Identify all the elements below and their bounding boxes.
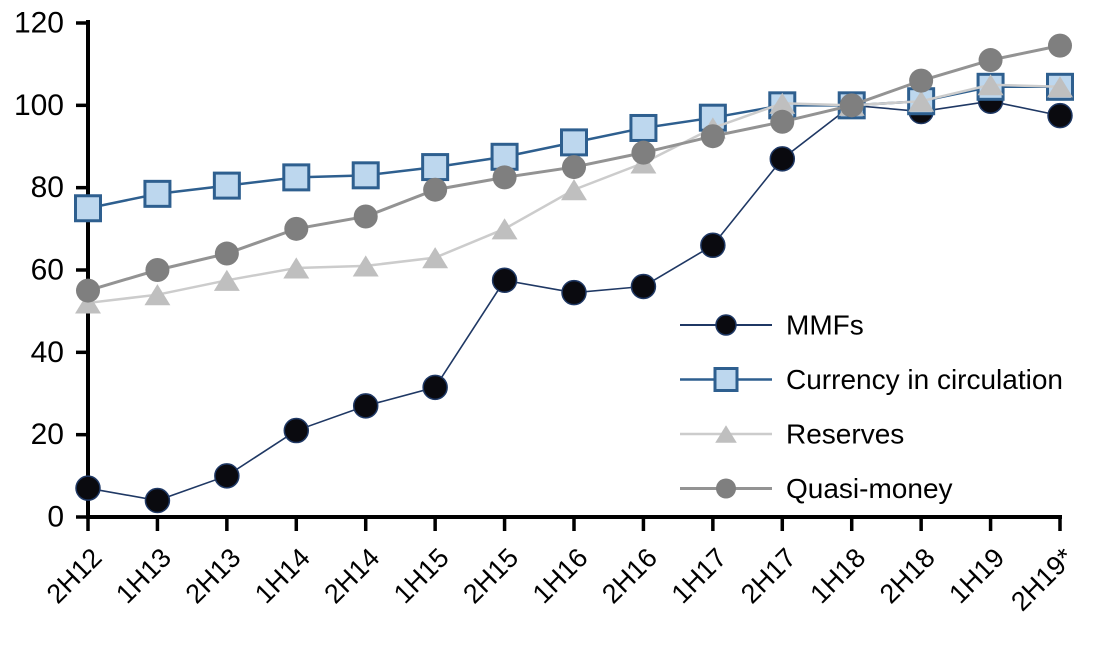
quasi-money-marker — [423, 177, 448, 202]
x-tick-label: 1H14 — [249, 542, 316, 609]
x-tick-label: 2H12 — [41, 542, 108, 609]
currency-in-circulation-marker — [282, 163, 311, 192]
x-tick-label: 2H15 — [457, 542, 524, 609]
x-tick-label: 2H14 — [318, 542, 385, 609]
mmfs-marker — [630, 273, 657, 300]
x-tick-label: 1H17 — [666, 542, 733, 609]
mmfs-marker — [715, 314, 737, 336]
currency-in-circulation-marker — [421, 153, 450, 182]
currency-in-circulation-marker — [560, 128, 588, 157]
currency-in-circulation-marker — [143, 179, 172, 208]
quasi-money-marker — [700, 124, 725, 149]
mmfs-marker — [769, 146, 796, 172]
mmfs-marker — [352, 393, 379, 419]
x-tick-label: 2H18 — [874, 542, 941, 609]
series-quasi-money — [76, 33, 1072, 303]
mmfs-marker — [422, 374, 448, 401]
currency-in-circulation-marker — [74, 194, 102, 223]
quasi-money-marker — [76, 278, 100, 303]
legend-item-currency-in-circulation: Currency in circulation — [680, 364, 1063, 395]
currency-in-circulation-marker — [713, 367, 739, 392]
currency-in-circulation-marker — [629, 113, 658, 142]
x-axis-ticks — [86, 517, 1062, 531]
x-tick-label: 1H18 — [804, 542, 871, 609]
legend-label: Currency in circulation — [786, 364, 1063, 395]
quasi-money-marker — [145, 258, 170, 282]
reserves-marker — [715, 425, 737, 443]
quasi-money-marker — [562, 155, 586, 180]
x-tick-label: 1H15 — [388, 542, 455, 609]
legend-label: Quasi-money — [786, 473, 953, 504]
y-axis-labels: 0 20 40 60 80 100 120 — [14, 7, 64, 534]
y-tick-label: 0 — [47, 501, 64, 534]
legend-item-mmfs: MMFs — [680, 310, 864, 341]
mmfs-marker — [283, 417, 310, 444]
mmfs-marker — [491, 267, 518, 294]
reserves-marker — [1047, 76, 1073, 98]
reserves-marker — [283, 257, 310, 279]
legend-label: MMFs — [786, 310, 864, 341]
quasi-money-marker — [1048, 33, 1072, 58]
y-tick-label: 120 — [14, 7, 64, 40]
reserves-marker — [908, 90, 935, 112]
y-axis-ticks — [76, 21, 88, 519]
reserves-marker — [769, 92, 796, 114]
y-tick-label: 100 — [14, 89, 64, 122]
mmfs-marker — [75, 475, 101, 501]
x-axis-labels: 2H12 1H13 2H13 1H14 2H14 1H15 2H15 1H16 2H16 1H17… — [41, 542, 1080, 617]
reserves-marker — [561, 179, 587, 201]
currency-in-circulation-marker — [212, 171, 241, 200]
x-tick-label: 1H19 — [943, 542, 1010, 609]
legend-item-quasi-money: Quasi-money — [680, 473, 953, 504]
reserves-marker — [422, 247, 449, 269]
legend: MMFs Currency in circulation Reserves Quasi… — [680, 310, 1063, 504]
quasi-money-marker — [909, 68, 934, 93]
mmfs-marker — [561, 279, 587, 306]
mmfs-marker — [144, 487, 171, 514]
x-tick-label: 2H16 — [596, 542, 663, 609]
quasi-money-marker — [631, 140, 656, 165]
legend-item-reserves: Reserves — [680, 419, 904, 450]
reserves-marker — [213, 269, 240, 291]
quasi-money-marker — [284, 216, 309, 241]
reserves-marker — [352, 255, 379, 277]
quasi-money-marker — [978, 48, 1003, 73]
reserves-marker — [75, 292, 101, 314]
reserves-marker — [977, 74, 1004, 96]
x-tick-label: 2H19* — [1005, 542, 1080, 617]
mmfs-marker — [214, 463, 240, 489]
x-tick-label: 2H17 — [735, 542, 802, 609]
quasi-money-marker — [770, 109, 795, 134]
x-tick-label: 1H13 — [110, 542, 177, 609]
y-tick-label: 60 — [31, 254, 64, 287]
quasi-money-marker — [214, 241, 239, 266]
legend-label: Reserves — [786, 419, 904, 450]
quasi-money-marker — [716, 478, 736, 499]
mmfs-marker — [1047, 102, 1073, 129]
mmfs-marker — [700, 232, 726, 259]
series-mmfs — [75, 88, 1073, 514]
quasi-money-marker — [839, 93, 864, 118]
x-tick-label: 2H13 — [180, 542, 247, 609]
reserves-marker — [491, 218, 518, 240]
y-tick-label: 40 — [31, 336, 64, 369]
quasi-money-marker — [353, 204, 378, 229]
currency-in-circulation-marker — [351, 161, 380, 190]
x-tick-label: 1H16 — [527, 542, 594, 609]
reserves-marker — [144, 284, 171, 306]
y-tick-label: 20 — [31, 418, 64, 451]
y-tick-label: 80 — [31, 171, 64, 204]
quasi-money-marker — [492, 165, 517, 190]
